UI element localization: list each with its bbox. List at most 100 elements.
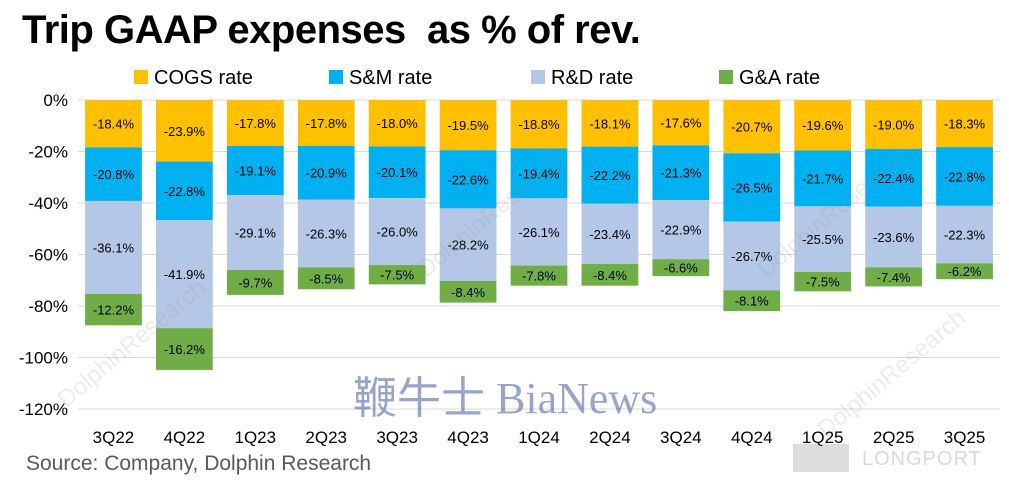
x-tick-label: 2Q23 bbox=[305, 428, 347, 447]
data-label: -7.5% bbox=[806, 275, 840, 290]
bar-rd bbox=[368, 198, 426, 266]
bar-rd bbox=[156, 220, 213, 329]
y-tick-label: -120% bbox=[19, 400, 68, 419]
y-tick-label: 0% bbox=[43, 91, 68, 110]
y-tick-label: -100% bbox=[19, 349, 68, 368]
data-label: -17.8% bbox=[306, 116, 348, 131]
y-tick-label: -20% bbox=[28, 143, 68, 162]
data-label: -7.4% bbox=[877, 270, 911, 285]
bar-rd bbox=[794, 206, 852, 273]
data-label: -8.1% bbox=[735, 294, 769, 309]
data-label: -6.6% bbox=[664, 261, 698, 276]
data-label: -23.4% bbox=[589, 227, 631, 242]
data-label: -8.4% bbox=[593, 268, 627, 283]
bar-cogs bbox=[652, 100, 710, 146]
data-label: -12.2% bbox=[93, 303, 135, 318]
bar-ga bbox=[510, 265, 568, 286]
bar-cogs bbox=[723, 100, 781, 154]
bar-cogs bbox=[936, 100, 993, 148]
y-tick-label: -40% bbox=[28, 194, 68, 213]
data-label: -21.3% bbox=[660, 166, 702, 181]
x-tick-label: 1Q25 bbox=[802, 428, 844, 447]
bar-cogs bbox=[226, 100, 284, 146]
bar-sm bbox=[723, 153, 781, 222]
bar-sm bbox=[85, 147, 142, 201]
bar-sm bbox=[936, 147, 993, 206]
legend-swatch-sm bbox=[329, 70, 343, 84]
data-label: -29.1% bbox=[235, 225, 277, 240]
data-label: -7.8% bbox=[522, 269, 556, 284]
data-label: -41.9% bbox=[164, 267, 206, 282]
longport-watermark: LONGPORT bbox=[862, 448, 982, 470]
legend-swatch-cogs bbox=[134, 70, 148, 84]
x-tick-label: 2Q24 bbox=[589, 428, 631, 447]
bar-rd bbox=[226, 195, 284, 270]
data-label: -19.5% bbox=[447, 118, 489, 133]
data-label: -9.7% bbox=[238, 275, 272, 290]
y-tick-label: -80% bbox=[28, 297, 68, 316]
data-label: -26.3% bbox=[306, 227, 348, 242]
data-label: -19.6% bbox=[802, 118, 844, 133]
data-label: -17.6% bbox=[660, 116, 702, 131]
data-label: -19.4% bbox=[518, 166, 560, 181]
data-label: -20.1% bbox=[377, 165, 419, 180]
legend-label-sm: S&M rate bbox=[349, 67, 432, 89]
bar-ga bbox=[226, 269, 284, 295]
longport-logo-icon bbox=[793, 444, 849, 472]
bar-cogs bbox=[85, 100, 142, 148]
bar-sm bbox=[510, 148, 568, 199]
data-label: -8.5% bbox=[309, 271, 343, 286]
data-label: -20.9% bbox=[306, 166, 348, 181]
x-tick-label: 1Q24 bbox=[518, 428, 560, 447]
bar-rd bbox=[297, 199, 355, 268]
data-label: -25.5% bbox=[802, 232, 844, 247]
bar-ga bbox=[85, 293, 142, 326]
bar-ga bbox=[865, 267, 922, 287]
data-label: -18.4% bbox=[93, 117, 135, 132]
bar-sm bbox=[439, 150, 497, 209]
bar-sm bbox=[794, 150, 852, 207]
x-tick-label: 1Q23 bbox=[235, 428, 277, 447]
y-tick-label: -60% bbox=[28, 246, 68, 265]
legend-label-rd: R&D rate bbox=[551, 67, 633, 89]
data-label: -22.8% bbox=[164, 184, 206, 199]
bar-rd bbox=[723, 221, 781, 291]
x-tick-label: 3Q22 bbox=[93, 428, 135, 447]
bar-cogs bbox=[156, 100, 213, 162]
bar-sm bbox=[226, 145, 284, 196]
data-label: -6.2% bbox=[948, 264, 982, 279]
bar-sm bbox=[652, 145, 710, 201]
data-label: -22.6% bbox=[447, 172, 489, 187]
data-label: -7.5% bbox=[380, 268, 414, 283]
bar-rd bbox=[85, 200, 142, 294]
data-label: -22.9% bbox=[660, 223, 702, 238]
bar-sm bbox=[581, 146, 639, 204]
bar-rd bbox=[439, 208, 497, 282]
bar-cogs bbox=[510, 100, 568, 149]
data-label: -16.2% bbox=[164, 342, 206, 357]
bar-ga bbox=[368, 265, 426, 285]
bar-sm bbox=[156, 161, 213, 221]
source-note: Source: Company, Dolphin Research bbox=[26, 452, 372, 475]
data-label: -18.1% bbox=[589, 116, 631, 131]
data-label: -19.1% bbox=[235, 163, 277, 178]
data-label: -18.0% bbox=[377, 116, 419, 131]
data-label: -22.2% bbox=[589, 168, 631, 183]
data-label: -22.8% bbox=[944, 169, 986, 184]
data-label: -22.3% bbox=[944, 228, 986, 243]
data-label: -18.8% bbox=[518, 117, 560, 132]
bar-rd bbox=[510, 198, 568, 266]
bar-cogs bbox=[581, 100, 639, 147]
legend: COGS rate S&M rate R&D rate G&A rate bbox=[134, 67, 820, 89]
bar-ga bbox=[723, 290, 781, 312]
bar-rd bbox=[581, 203, 639, 265]
data-label: -26.7% bbox=[731, 249, 773, 264]
x-axis: 3Q22 4Q22 1Q23 2Q23 3Q23 4Q23 1Q24 2Q24 3Q24 4Q24… bbox=[93, 428, 986, 447]
data-label: -8.4% bbox=[451, 285, 485, 300]
x-tick-label: 3Q25 bbox=[944, 428, 986, 447]
bar-rd bbox=[865, 206, 922, 268]
data-label: -22.4% bbox=[873, 171, 915, 186]
data-label: -26.5% bbox=[731, 180, 773, 195]
bar-cogs bbox=[439, 100, 497, 151]
